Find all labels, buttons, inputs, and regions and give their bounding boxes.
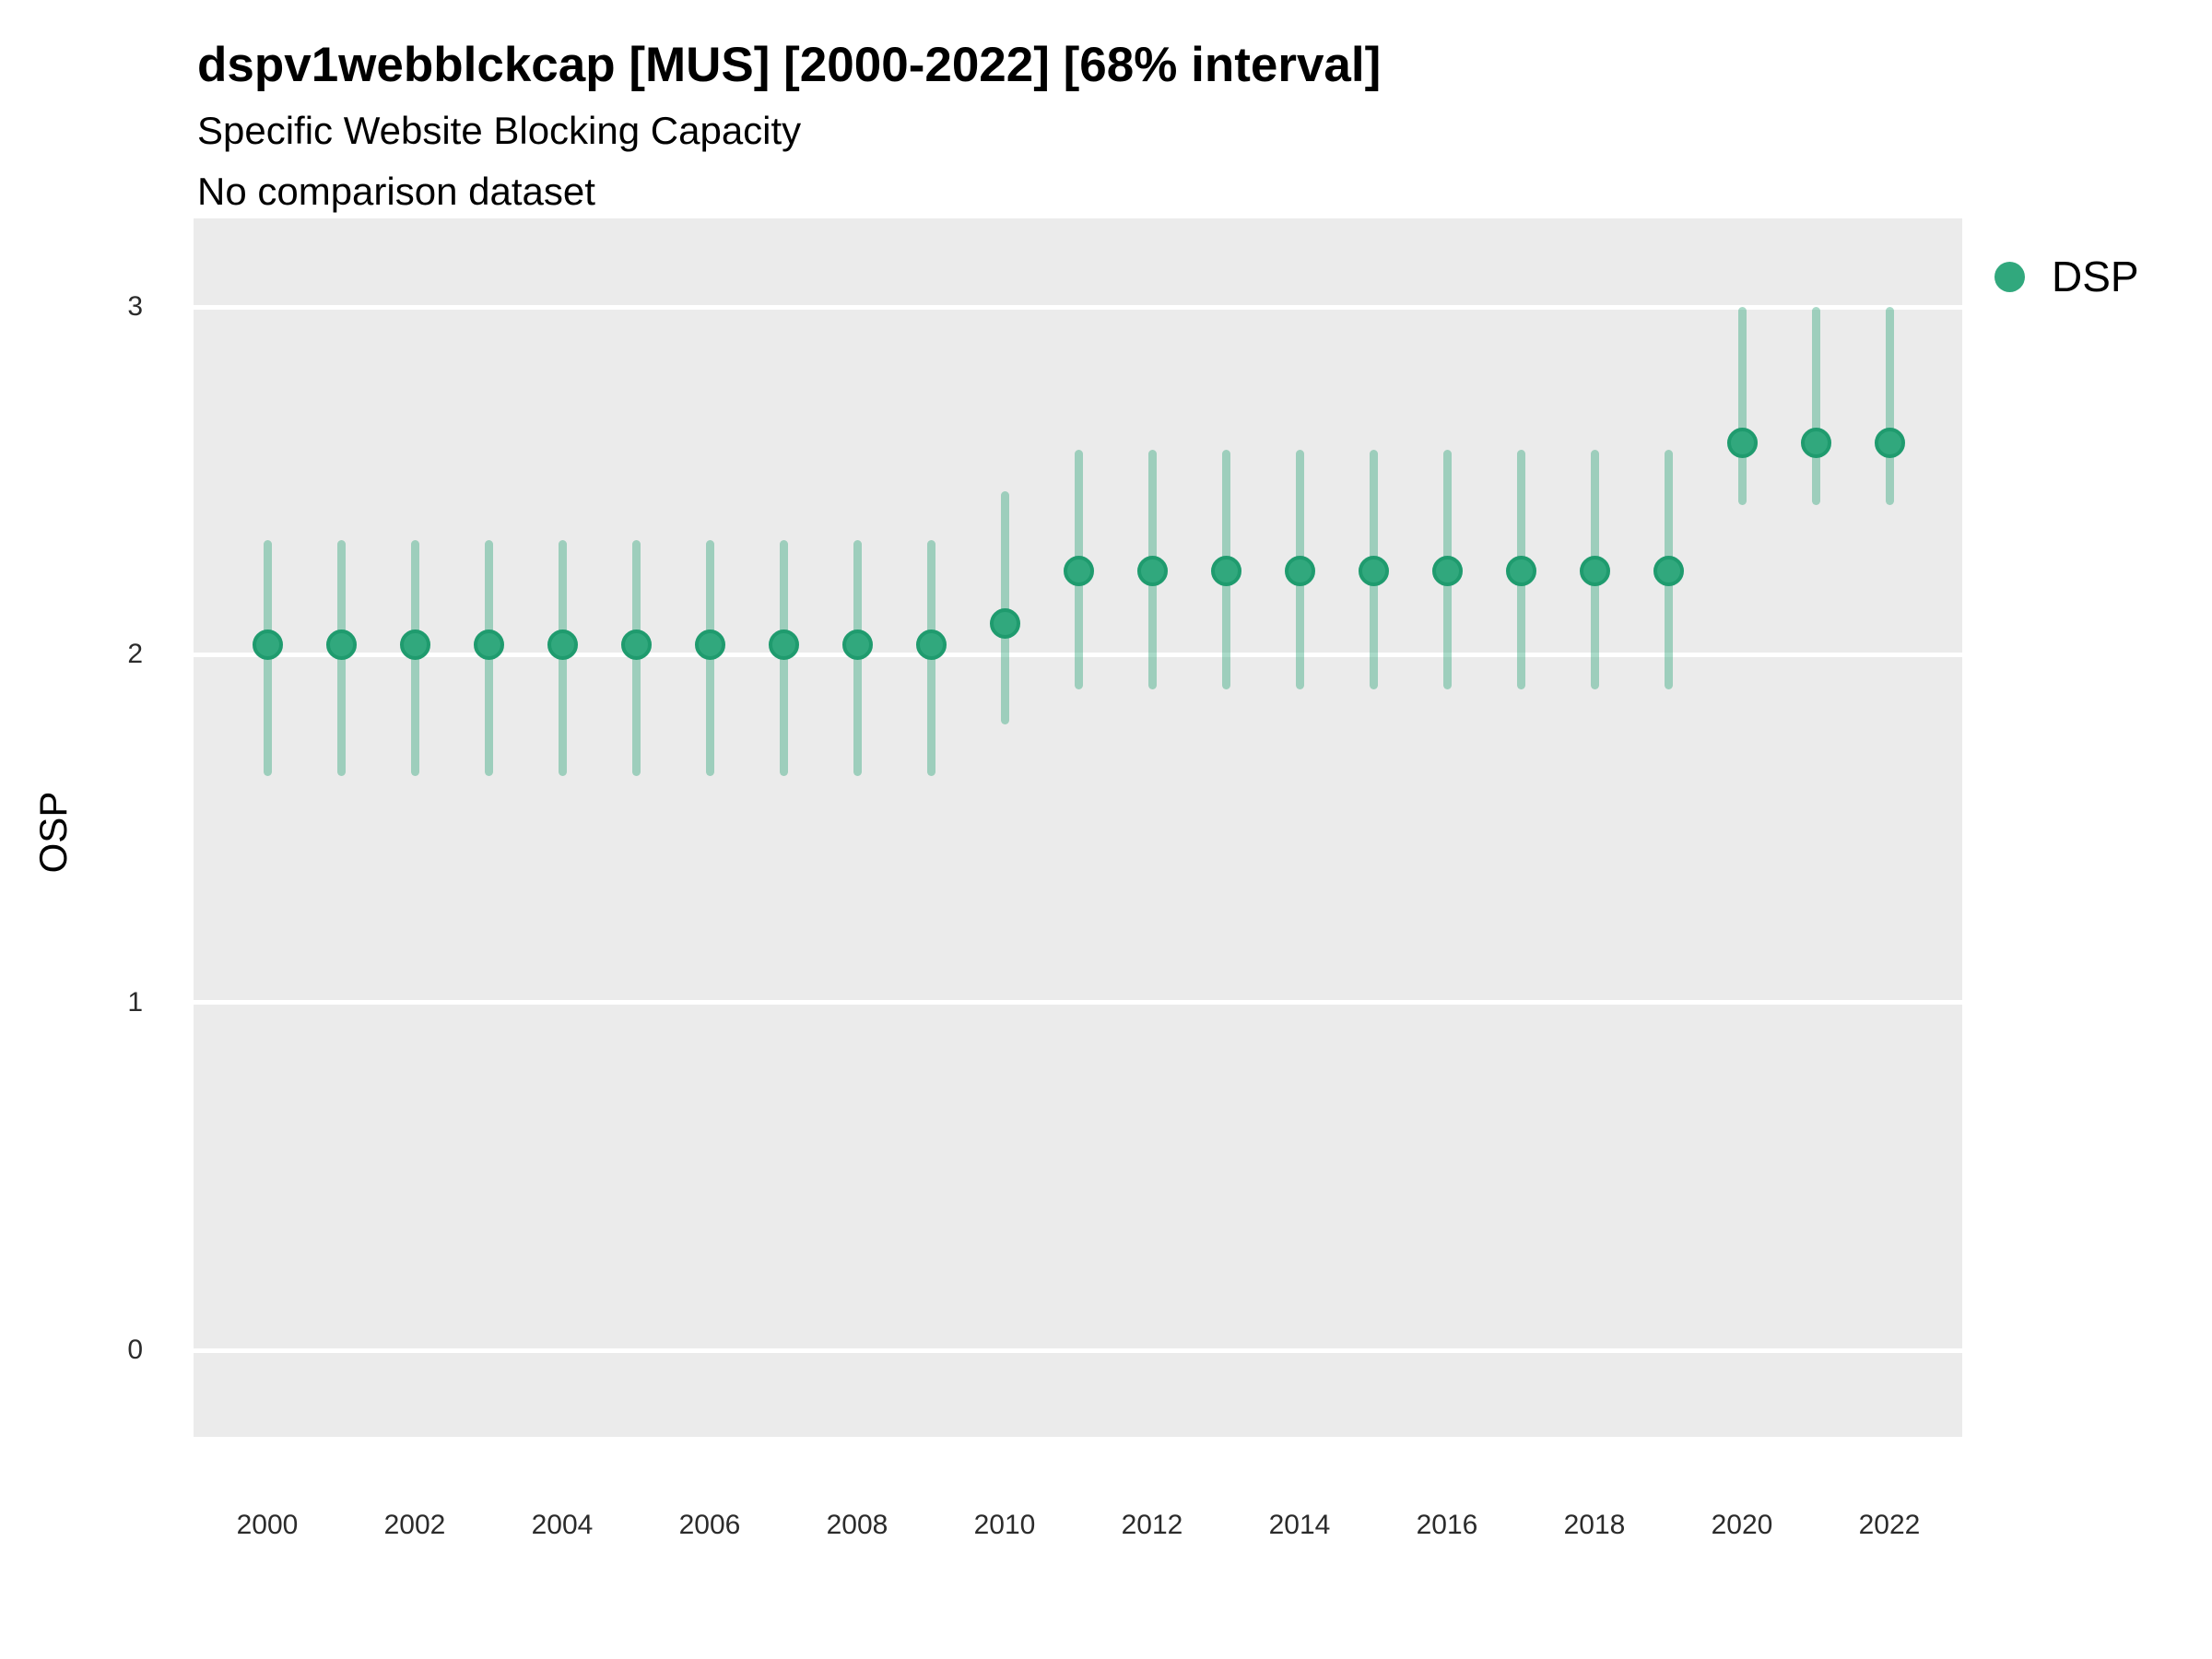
chart-title: dspv1webblckcap [MUS] [2000-2022] [68% i… (197, 38, 1382, 92)
legend-key-dot (1994, 262, 2025, 292)
plot-panel (194, 218, 1962, 1437)
data-point-2006 (694, 629, 725, 660)
chart-subtitle: Specific Website Blocking Capacity (197, 109, 802, 152)
x-tick-label-2020: 2020 (1711, 1510, 1773, 1540)
x-tick-label-2012: 2012 (1121, 1510, 1183, 1540)
y-tick-label-1: 1 (127, 986, 143, 1018)
data-point-2010 (989, 607, 1020, 639)
data-point-2014 (1284, 556, 1315, 587)
data-point-2009 (915, 629, 947, 660)
x-tick-label-2016: 2016 (1416, 1510, 1478, 1540)
x-tick-label-2010: 2010 (973, 1510, 1036, 1540)
y-tick-label-0: 0 (127, 1335, 143, 1365)
x-tick-label-2006: 2006 (678, 1510, 741, 1540)
error-bar-2010 (1000, 490, 1009, 724)
data-point-2015 (1358, 556, 1389, 587)
data-point-2001 (325, 629, 357, 660)
x-tick-label-2008: 2008 (826, 1510, 888, 1540)
data-point-2000 (252, 629, 283, 660)
data-point-2003 (473, 629, 504, 660)
gridline-y-0 (194, 1347, 1962, 1353)
data-point-2011 (1063, 556, 1094, 587)
data-point-2017 (1505, 556, 1536, 587)
gridline-y-1 (194, 1000, 1962, 1006)
y-tick-label-2: 2 (127, 639, 143, 670)
y-axis-title: OSP (31, 791, 75, 874)
data-point-2019 (1653, 556, 1684, 587)
error-bar-2021 (1811, 307, 1820, 506)
y-tick-label-3: 3 (127, 291, 143, 322)
error-bar-2022 (1885, 307, 1894, 506)
gridline-y-2 (194, 652, 1962, 657)
gridline-y-3 (194, 304, 1962, 310)
data-point-2012 (1136, 556, 1168, 587)
data-point-2007 (768, 629, 799, 660)
data-point-2013 (1210, 556, 1241, 587)
x-tick-label-2018: 2018 (1563, 1510, 1626, 1540)
data-point-2004 (547, 629, 578, 660)
chart-note: No comparison dataset (197, 170, 595, 213)
data-point-2022 (1874, 427, 1905, 458)
data-point-2002 (399, 629, 430, 660)
x-tick-label-2002: 2002 (383, 1510, 446, 1540)
error-bar-2020 (1737, 307, 1747, 506)
x-tick-label-2022: 2022 (1858, 1510, 1921, 1540)
data-point-2008 (841, 629, 873, 660)
data-point-2020 (1726, 427, 1758, 458)
data-point-2016 (1431, 556, 1463, 587)
x-tick-label-2014: 2014 (1268, 1510, 1331, 1540)
legend-label: DSP (2052, 253, 2139, 300)
data-point-2018 (1579, 556, 1610, 587)
x-tick-label-2004: 2004 (531, 1510, 594, 1540)
x-tick-label-2000: 2000 (236, 1510, 299, 1540)
data-point-2005 (620, 629, 652, 660)
data-point-2021 (1800, 427, 1831, 458)
